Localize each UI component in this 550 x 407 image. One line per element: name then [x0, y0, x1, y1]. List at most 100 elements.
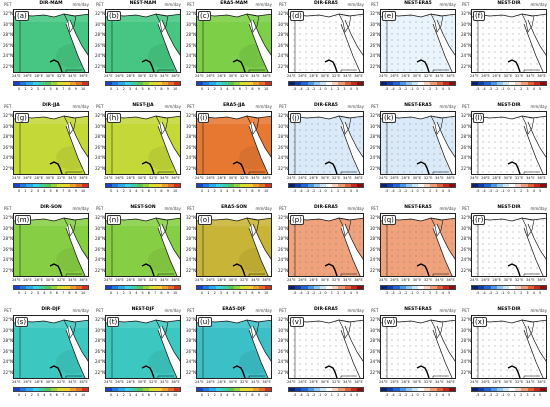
longitude-tick: 26°E [298, 380, 307, 384]
color-bar-tick: -3 [305, 393, 309, 397]
color-bar-segment [448, 388, 456, 391]
color-bar-tick: -1 [410, 291, 414, 295]
longitude-tick: 24°E [12, 176, 21, 180]
color-bar-tick: 2 [429, 87, 432, 91]
color-bar-segment [26, 388, 33, 391]
color-bar-tick: -5 [476, 189, 480, 193]
egypt-map: (s) [13, 315, 89, 379]
latitude-tick: 22°N [95, 369, 106, 375]
egypt-map: (h) [105, 111, 181, 175]
color-bar-segment [326, 184, 333, 187]
latitude-tick: 30°N [370, 21, 381, 27]
longitude-tick: 30°E [45, 380, 55, 384]
longitude-tick: 32°E [331, 176, 341, 180]
latitude-tick: 26°N [95, 144, 106, 150]
color-bar-segment [63, 286, 70, 289]
color-bar-segment [51, 286, 58, 289]
latitude-tick: 30°N [95, 123, 106, 129]
latitude-tick: 28°N [461, 236, 472, 241]
longitude-tick: 34°E [435, 380, 444, 384]
color-bar-tick: 2 [30, 393, 33, 397]
color-bar-segment [448, 82, 456, 85]
pet-label: PET [462, 206, 470, 211]
color-bar-tick: 5 [49, 291, 52, 295]
longitude-tick: 24°E [104, 380, 113, 384]
color-bar-tick: 3 [526, 393, 529, 397]
color-bar-segment [319, 82, 327, 85]
latitude-tick: 30°N [3, 327, 14, 333]
color-bar [196, 285, 272, 290]
color-bar-tick: -4 [482, 393, 486, 397]
longitude-tick: 30°E [228, 380, 238, 384]
color-bar-tick: -5 [293, 189, 297, 193]
color-bar-tick: 0 [110, 189, 113, 193]
color-bar-segment [326, 388, 333, 391]
color-bar [105, 183, 181, 188]
color-bar-tick: 3 [219, 189, 223, 193]
color-bar-tick: 1 [207, 87, 210, 91]
color-bar-tick: 3 [219, 87, 223, 91]
color-bar [196, 183, 272, 188]
longitude-tick: 34°E [526, 278, 535, 282]
latitude-tick: 22°N [186, 267, 197, 273]
longitude-tick: 34°E [251, 380, 260, 384]
color-bar-segment [424, 184, 431, 187]
color-bar-segment [387, 286, 394, 289]
color-bar-segment [301, 388, 308, 391]
color-bar-segment [515, 388, 522, 391]
color-bar [13, 183, 89, 188]
color-bar-segment [20, 388, 27, 391]
color-bar-segment [173, 286, 181, 289]
latitude-tick: 26°N [461, 144, 472, 150]
pet-label: PET [96, 308, 104, 313]
color-bar-tick: 6 [238, 87, 241, 91]
color-bar-segment [533, 388, 540, 391]
color-bar-segment [69, 82, 76, 85]
latitude-tick: 24°N [461, 359, 472, 364]
longitude-tick: 36°E [262, 380, 271, 384]
panel-title: ERA5-MAM [220, 1, 248, 6]
color-bar [380, 387, 456, 392]
color-bar-tick: 4 [349, 189, 352, 193]
color-bar-segment [136, 286, 144, 289]
color-bar-segment [246, 388, 253, 391]
color-bar-segment [521, 388, 528, 391]
color-bar-segment [118, 388, 125, 391]
color-bar-tick: 2 [520, 189, 523, 193]
color-bar-segment [258, 82, 265, 85]
color-bar-tick: 0 [201, 291, 204, 295]
color-bar-tick: 1 [116, 291, 119, 295]
longitude-tick: 30°E [412, 278, 422, 282]
color-bar-segment [32, 82, 39, 85]
color-bar-segment [149, 286, 156, 289]
map-panel: PET NEST-DIR mm/day 32°N 30°N 28°N 26°N 24°N 22°… [461, 205, 547, 300]
color-bar-segment [356, 286, 364, 289]
color-bar-tick: 2 [213, 87, 216, 91]
map-panel: PET DIR-JJA mm/day 32°N 30°N 28°N 26°N 24°N 22°N… [3, 103, 89, 198]
unit-label: mm/day [439, 308, 457, 313]
color-bar-segment [509, 388, 516, 391]
color-bar-tick: -5 [476, 87, 480, 91]
panel-title: ERA5-SON [221, 205, 247, 210]
color-bar-segment [234, 184, 241, 187]
longitude-tick: 24°E [287, 278, 296, 282]
egypt-map: (g) [13, 111, 89, 175]
longitude-tick: 30°E [45, 74, 55, 78]
latitude-tick: 30°N [278, 123, 289, 129]
longitude-tick: 30°E [503, 176, 513, 180]
latitude-tick: 30°N [186, 123, 197, 129]
color-bar-tick: 2 [520, 87, 523, 91]
color-bar-tick: 8 [68, 189, 71, 193]
pet-label: PET [187, 2, 195, 7]
color-bar-segment [130, 184, 137, 187]
color-bar-tick: 3 [343, 291, 346, 295]
longitude-tick: 26°E [23, 278, 32, 282]
longitude-tick: 26°E [115, 380, 124, 384]
latitude-tick: 30°N [278, 327, 289, 333]
latitude-tick: 28°N [95, 134, 106, 139]
color-bar-segment [539, 184, 547, 187]
color-bar-tick: -3 [488, 393, 492, 397]
latitude-tick: 22°N [186, 165, 197, 171]
color-bar-segment [393, 388, 400, 391]
color-bar-tick: 6 [238, 291, 241, 295]
